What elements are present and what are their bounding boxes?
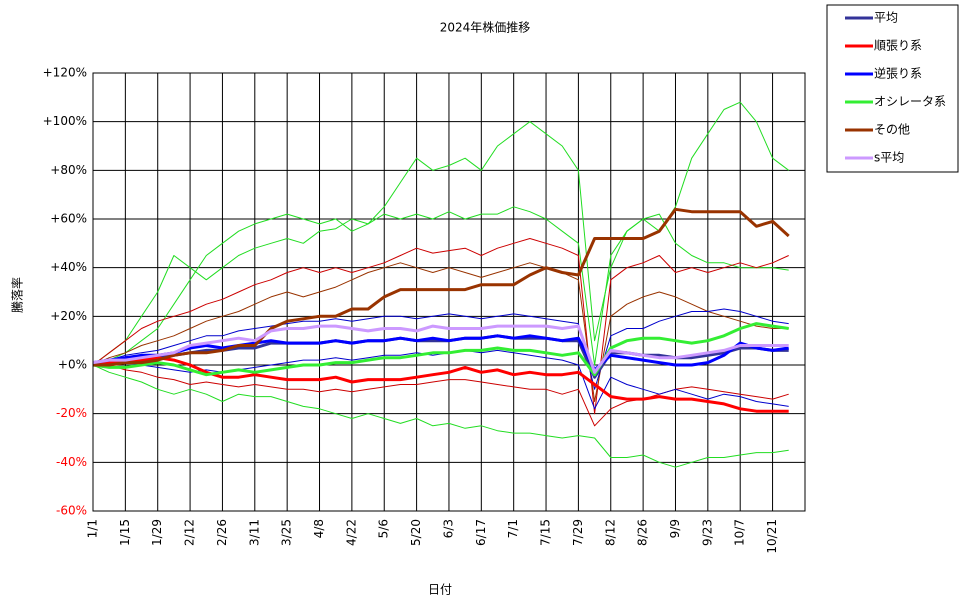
x-tick-label: 1/29 — [150, 519, 164, 546]
x-tick-label: 7/15 — [539, 519, 553, 546]
x-tick-label: 8/12 — [603, 519, 617, 546]
legend-label: オシレータ系 — [874, 95, 946, 109]
legend-label: s平均 — [874, 151, 904, 165]
plot-border — [92, 72, 806, 512]
component-line — [92, 308, 789, 390]
x-tick-label: 4/22 — [344, 519, 358, 546]
component-line — [92, 364, 789, 468]
component-line — [92, 262, 789, 402]
y-tick-label: +0% — [58, 358, 87, 372]
y-tick-label: +100% — [43, 114, 87, 128]
x-tick-label: 8/26 — [636, 519, 650, 546]
x-tick-label: 3/25 — [280, 519, 294, 546]
x-tick-label: 2/26 — [215, 519, 229, 546]
y-axis-label: 騰落率 — [10, 277, 25, 313]
x-tick-label: 1/1 — [86, 519, 100, 538]
legend-label: 順張り系 — [874, 39, 922, 53]
y-tick-label: -20% — [56, 406, 87, 420]
chart-title: 2024年株価推移 — [440, 20, 531, 35]
x-tick-label: 4/8 — [312, 519, 326, 538]
y-tick-label: +120% — [43, 66, 87, 80]
x-tick-label: 5/6 — [377, 519, 391, 538]
component-line — [92, 238, 789, 415]
series-line — [92, 324, 789, 374]
legend-box — [826, 4, 959, 173]
series-line — [93, 207, 790, 367]
y-tick-label: -60% — [56, 504, 87, 518]
x-tick-label: 3/11 — [247, 519, 261, 546]
legend-label: 逆張り系 — [874, 66, 922, 81]
x-tick-label: 10/21 — [765, 519, 779, 554]
x-tick-label: 5/20 — [409, 519, 423, 546]
y-tick-label: +20% — [50, 309, 87, 323]
y-tick-label: +40% — [50, 260, 87, 274]
series-line — [92, 322, 789, 377]
x-axis-label: 日付 — [428, 583, 452, 597]
legend-label: その他 — [874, 123, 910, 137]
x-tick-label: 6/17 — [474, 519, 488, 546]
x-tick-label: 1/15 — [118, 519, 132, 546]
x-tick-label: 9/23 — [700, 519, 714, 546]
series-line — [92, 334, 789, 372]
y-tick-label: -40% — [56, 455, 87, 469]
x-tick-label: 2/12 — [183, 519, 197, 546]
x-tick-label: 10/7 — [733, 519, 747, 546]
x-tick-label: 9/9 — [668, 519, 682, 538]
x-tick-label: 7/29 — [571, 519, 585, 546]
x-tick-label: 7/1 — [506, 519, 520, 538]
legend-label: 平均 — [874, 11, 898, 25]
x-tick-label: 6/3 — [441, 519, 455, 538]
y-tick-label: +80% — [50, 163, 87, 177]
component-line — [92, 206, 789, 366]
y-tick-label: +60% — [50, 212, 87, 226]
